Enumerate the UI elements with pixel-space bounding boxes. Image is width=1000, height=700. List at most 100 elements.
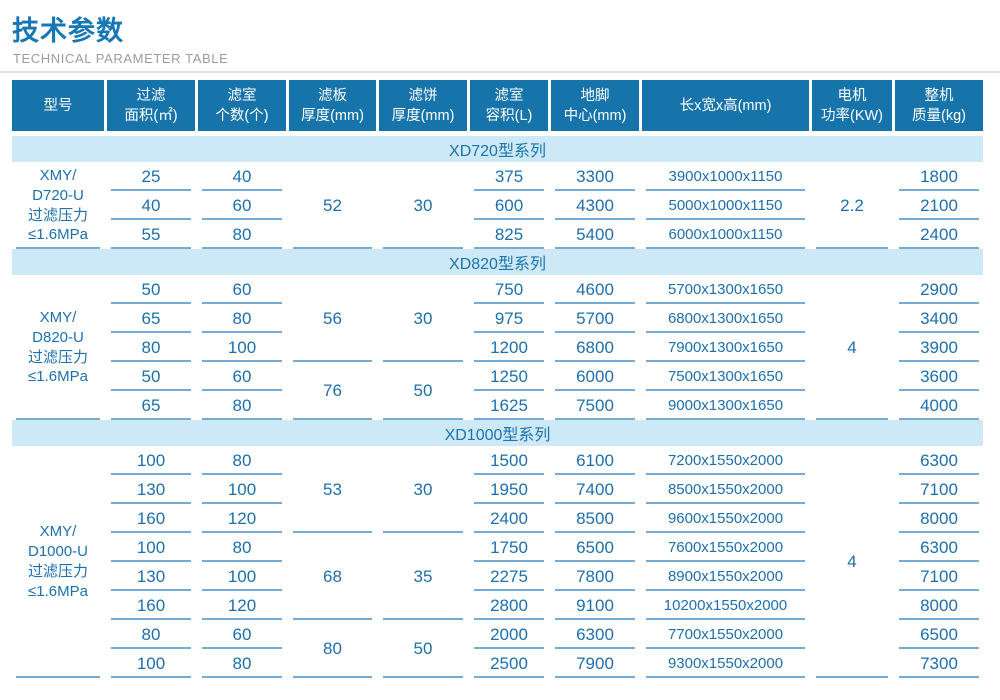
cell-foot-center: 4300 [551, 191, 639, 220]
header-foot-center: 地脚 中心(mm) [551, 80, 639, 136]
cell-weight: 3400 [895, 304, 983, 333]
header-filter-area: 过滤 面积(㎡) [107, 80, 195, 136]
cell-chamber-volume: 600 [470, 191, 548, 220]
cell-dimensions: 5000x1000x1150 [642, 191, 809, 220]
cell-plate-thickness: 52 [289, 162, 376, 249]
cell-chamber-count: 60 [198, 275, 286, 304]
table-header-row: 型号 过滤 面积(㎡) 滤室 个数(个) 滤板 厚度(mm) 滤饼 厚度(mm)… [12, 80, 983, 136]
section-banner: XD820型系列 [12, 249, 983, 275]
cell-foot-center: 7900 [551, 649, 639, 678]
section-banner-row: XD1000型系列 [12, 420, 983, 446]
cell-chamber-count: 80 [198, 304, 286, 333]
cell-cake-thickness: 35 [379, 533, 467, 620]
table-row: 55 80 825 5400 6000x1000x1150 2400 [12, 220, 983, 249]
header-divider [0, 71, 1000, 73]
cell-chamber-volume: 1750 [470, 533, 548, 562]
cell-weight: 8000 [895, 504, 983, 533]
cell-filter-area: 25 [107, 162, 195, 191]
cell-chamber-volume: 1250 [470, 362, 548, 391]
cell-chamber-count: 80 [198, 446, 286, 475]
cell-chamber-count: 60 [198, 191, 286, 220]
header-model: 型号 [12, 80, 104, 136]
cell-weight: 7100 [895, 475, 983, 504]
cell-chamber-count: 60 [198, 620, 286, 649]
cell-foot-center: 6000 [551, 362, 639, 391]
table-row: XMY/ D1000-U 过滤压力 ≤1.6MPa 100 80 53 30 1… [12, 446, 983, 678]
cell-filter-area: 55 [107, 220, 195, 249]
technical-parameter-table: 型号 过滤 面积(㎡) 滤室 个数(个) 滤板 厚度(mm) 滤饼 厚度(mm)… [9, 80, 986, 678]
cell-chamber-count: 80 [198, 649, 286, 678]
cell-dimensions: 9300x1550x2000 [642, 649, 809, 678]
cell-filter-area: 65 [107, 304, 195, 333]
table-row: 80 60 80 50 2000 6300 7700x1550x2000 650… [12, 620, 983, 678]
cell-plate-thickness: 80 [289, 620, 376, 678]
table-row: 160 120 2400 8500 9600x1550x2000 8000 [12, 504, 983, 533]
cell-filter-area: 100 [107, 649, 195, 678]
table-row: 40 60 600 4300 5000x1000x1150 2100 [12, 191, 983, 220]
cell-dimensions: 9600x1550x2000 [642, 504, 809, 533]
cell-filter-area: 130 [107, 562, 195, 591]
cell-motor-power: 4 [812, 275, 892, 420]
cell-chamber-count: 120 [198, 591, 286, 620]
cell-foot-center: 5700 [551, 304, 639, 333]
cell-dimensions: 6800x1300x1650 [642, 304, 809, 333]
cell-chamber-volume: 825 [470, 220, 548, 249]
cell-chamber-volume: 375 [470, 162, 548, 191]
cell-foot-center: 7400 [551, 475, 639, 504]
cell-plate-thickness: 76 [289, 362, 376, 420]
cell-filter-area: 130 [107, 475, 195, 504]
cell-chamber-count: 100 [198, 475, 286, 504]
cell-weight: 3600 [895, 362, 983, 391]
cell-dimensions: 6000x1000x1150 [642, 220, 809, 249]
cell-model: XMY/ D820-U 过滤压力 ≤1.6MPa [12, 275, 104, 420]
table-row: 65 80 1625 7500 9000x1300x1650 4000 [12, 391, 983, 420]
cell-weight: 6300 [895, 533, 983, 562]
header-chamber-volume: 滤室 容积(L) [470, 80, 548, 136]
cell-chamber-count: 120 [198, 504, 286, 533]
cell-plate-thickness: 68 [289, 533, 376, 620]
cell-cake-thickness: 30 [379, 275, 467, 362]
cell-chamber-volume: 2500 [470, 649, 548, 678]
cell-chamber-volume: 2000 [470, 620, 548, 649]
header-cake-thickness: 滤饼 厚度(mm) [379, 80, 467, 136]
cell-chamber-count: 100 [198, 562, 286, 591]
cell-dimensions: 7200x1550x2000 [642, 446, 809, 475]
cell-filter-area: 40 [107, 191, 195, 220]
cell-motor-power: 2.2 [812, 162, 892, 249]
cell-dimensions: 5700x1300x1650 [642, 275, 809, 304]
table-row: 160 120 2800 9100 10200x1550x2000 8000 [12, 591, 983, 620]
cell-filter-area: 50 [107, 362, 195, 391]
cell-weight: 6500 [895, 620, 983, 649]
page-subtitle: TECHNICAL PARAMETER TABLE [13, 51, 229, 66]
cell-chamber-volume: 750 [470, 275, 548, 304]
cell-dimensions: 3900x1000x1150 [642, 162, 809, 191]
cell-foot-center: 4600 [551, 275, 639, 304]
table-row: 130 100 2275 7800 8900x1550x2000 7100 [12, 562, 983, 591]
cell-chamber-count: 40 [198, 162, 286, 191]
section-banner: XD1000型系列 [12, 420, 983, 446]
cell-foot-center: 3300 [551, 162, 639, 191]
cell-cake-thickness: 30 [379, 446, 467, 533]
header-motor-power: 电机 功率(KW) [812, 80, 892, 136]
page-header: 技术参数 TECHNICAL PARAMETER TABLE [0, 0, 1000, 66]
cell-dimensions: 7500x1300x1650 [642, 362, 809, 391]
table-row: 130 100 1950 7400 8500x1550x2000 7100 [12, 475, 983, 504]
cell-filter-area: 65 [107, 391, 195, 420]
cell-filter-area: 160 [107, 504, 195, 533]
cell-model: XMY/ D720-U 过滤压力 ≤1.6MPa [12, 162, 104, 249]
cell-foot-center: 5400 [551, 220, 639, 249]
table-row: XMY/ D820-U 过滤压力 ≤1.6MPa 50 60 56 30 750… [12, 275, 983, 420]
cell-dimensions: 8900x1550x2000 [642, 562, 809, 591]
cell-weight: 6300 [895, 446, 983, 475]
cell-foot-center: 7500 [551, 391, 639, 420]
table-row: 80 100 1200 6800 7900x1300x1650 3900 [12, 333, 983, 362]
page-title: 技术参数 [12, 16, 124, 46]
section-banner-row: XD720型系列 [12, 136, 983, 162]
cell-chamber-volume: 2400 [470, 504, 548, 533]
cell-chamber-volume: 1950 [470, 475, 548, 504]
cell-dimensions: 7600x1550x2000 [642, 533, 809, 562]
cell-weight: 4000 [895, 391, 983, 420]
cell-filter-area: 80 [107, 620, 195, 649]
cell-weight: 7300 [895, 649, 983, 678]
cell-foot-center: 8500 [551, 504, 639, 533]
